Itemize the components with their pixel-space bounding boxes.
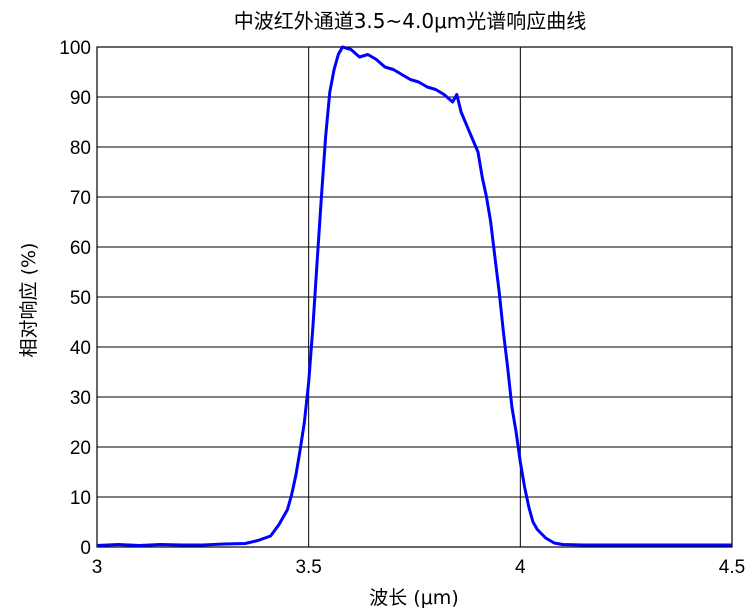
series-line [96,45,732,547]
y-tick-label: 20 [70,438,91,459]
y-tick-label: 100 [59,38,91,59]
y-tick-label: 60 [70,238,91,259]
y-tick-label: 0 [80,538,91,559]
y-tick-label: 70 [70,188,91,209]
y-tick-label: 30 [70,388,91,409]
x-tick-label: 4 [515,557,526,578]
y-axis-label: 相对响应 (%) [18,243,40,358]
x-axis-label: 波长 (μm) [369,587,458,609]
y-tick-label: 90 [70,88,91,109]
y-tick-label: 40 [70,338,91,359]
x-tick-label: 4.5 [719,557,745,578]
y-tick-label: 50 [70,288,91,309]
chart-title: 中波红外通道3.5~4.0μm光谱响应曲线 [234,9,587,33]
x-tick-labels: 3 3.5 4 4.5 [92,557,746,578]
y-tick-label: 80 [70,138,91,159]
plot-frame [96,46,733,548]
grid [97,47,732,547]
x-tick-label: 3 [92,557,103,578]
x-tick-label: 3.5 [295,557,321,578]
y-tick-labels: 0 10 20 30 40 50 60 70 80 90 100 [59,38,91,559]
y-tick-label: 10 [70,488,91,509]
